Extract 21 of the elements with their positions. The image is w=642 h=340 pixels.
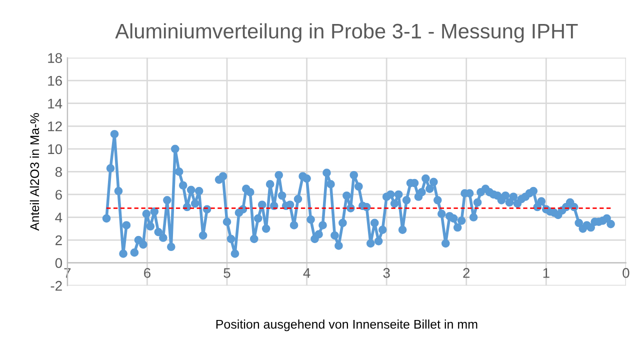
y-tick-label: 6 bbox=[56, 190, 62, 200]
y-tick-label: 14 bbox=[48, 98, 62, 108]
x-tick-label: 2 bbox=[463, 268, 470, 278]
x-tick-label: 0 bbox=[622, 268, 630, 278]
x-tick-label: 4 bbox=[303, 268, 310, 278]
y-tick-label: 10 bbox=[48, 144, 62, 154]
x-tick-label: 1 bbox=[543, 268, 550, 278]
y-tick-label: 12 bbox=[48, 121, 62, 132]
x-axis-title: Position ausgehend von Innenseite Billet in mm bbox=[216, 320, 478, 332]
x-tick-label: 5 bbox=[224, 268, 230, 278]
y-axis-title: Anteil Al2O3 in Ma-% bbox=[30, 113, 40, 231]
chart-title: Aluminiumverteilung in Probe 3-1 - Messung IPHT bbox=[115, 23, 578, 43]
y-tick-label: 2 bbox=[56, 235, 62, 246]
x-tick-label: 6 bbox=[144, 268, 150, 278]
y-tick-label: 18 bbox=[48, 53, 62, 63]
y-tick-label: -2 bbox=[50, 280, 62, 291]
y-tick-label: 4 bbox=[55, 212, 62, 222]
y-tick-label: 0 bbox=[55, 258, 62, 268]
y-tick-label: 8 bbox=[55, 167, 62, 177]
y-tick-label: 16 bbox=[48, 76, 62, 86]
x-tick-label: 3 bbox=[383, 268, 390, 278]
